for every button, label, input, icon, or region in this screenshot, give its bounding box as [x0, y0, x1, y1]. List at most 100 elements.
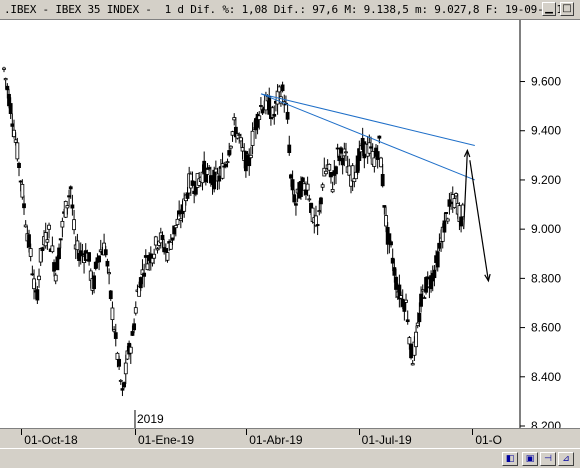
candle-body	[97, 255, 101, 263]
resize-button[interactable]: ⊿	[558, 452, 574, 466]
candle-body	[217, 175, 222, 182]
candle-body	[277, 86, 282, 93]
candle-body	[8, 103, 13, 115]
candle-body	[237, 134, 242, 136]
candle-body	[155, 248, 160, 251]
x-tick	[246, 429, 248, 435]
candle-body	[28, 248, 33, 257]
window-title: .IBEX - IBEX 35 INDEX - 1 d Dif. %: 1,08…	[4, 3, 570, 16]
candle-body	[23, 224, 28, 228]
candle-body	[315, 224, 320, 226]
candle-body	[287, 144, 292, 153]
candle-body	[257, 115, 262, 120]
x-tick-label: 01-Oct-18	[24, 433, 78, 447]
year-marker-label: 2019	[136, 412, 164, 426]
x-tick	[358, 429, 360, 435]
candle-body	[163, 248, 168, 253]
candle-body	[70, 204, 75, 209]
candle-body	[27, 234, 31, 248]
candle-body	[307, 198, 312, 201]
candle-body	[384, 215, 388, 227]
candle-body	[57, 247, 61, 259]
candle-body	[190, 180, 195, 186]
candle-body	[444, 212, 448, 215]
candle-body	[459, 216, 463, 227]
minimize-button[interactable]: ▁	[542, 2, 556, 16]
candle-body	[152, 253, 157, 259]
candle-body	[399, 295, 403, 299]
candle-body	[250, 130, 255, 146]
candle-body	[330, 189, 335, 193]
candle-body	[173, 225, 178, 229]
minimize-icon: ▁	[545, 3, 553, 14]
save-button[interactable]: ▣	[522, 452, 538, 466]
candle-body	[120, 388, 125, 391]
candle-body	[58, 238, 63, 241]
candle-body	[132, 323, 137, 331]
candle-body	[245, 153, 250, 156]
y-tick-label: 9.400	[531, 124, 561, 138]
x-tick-label: 01-Jul-19	[361, 433, 412, 447]
candle-body	[230, 131, 235, 136]
candle-body	[285, 111, 290, 120]
candle-body	[369, 146, 373, 149]
candle-body	[165, 252, 170, 261]
candle-body	[259, 105, 263, 107]
candle-body	[405, 319, 410, 323]
trendline	[260, 93, 475, 181]
candle-body	[137, 286, 142, 297]
pin-button[interactable]: ⊣	[540, 452, 556, 466]
candle-body	[107, 272, 111, 275]
candle-body	[37, 275, 41, 281]
candle-body	[160, 234, 165, 241]
candle-body	[175, 218, 180, 226]
candle-body	[317, 210, 322, 213]
candle-body	[392, 267, 397, 276]
candle-body	[170, 237, 175, 241]
candle-body	[108, 290, 113, 300]
candle-body	[380, 174, 385, 187]
candle-body	[280, 84, 285, 92]
candle-body	[50, 245, 55, 253]
candle-body	[334, 166, 338, 175]
candle-body	[329, 171, 333, 178]
x-tick-label: 01-Ene-19	[137, 433, 195, 447]
floppy-icon: ▣	[525, 454, 535, 464]
candle-body	[177, 210, 182, 215]
candle-body	[3, 78, 8, 81]
x-tick	[134, 429, 136, 435]
candle-body	[153, 236, 158, 246]
collapse-button[interactable]: ◧	[502, 452, 518, 466]
candle-body	[138, 277, 143, 289]
candle-body	[185, 192, 190, 199]
candle-body	[22, 203, 26, 209]
candle-body	[80, 253, 85, 256]
candle-body	[220, 163, 225, 179]
candle-body	[432, 269, 437, 279]
candle-body	[375, 151, 380, 160]
candle-body	[205, 169, 210, 175]
y-tick-label: 9.200	[531, 173, 561, 187]
y-tick-label: 8.600	[531, 321, 561, 335]
candle-body	[402, 301, 407, 312]
candle-body	[415, 322, 420, 326]
candle-body	[75, 240, 80, 251]
candle-body	[344, 151, 348, 154]
candle-body	[354, 171, 358, 180]
projection-arrow	[463, 150, 468, 230]
candle-body	[17, 162, 21, 169]
maximize-icon: □	[562, 3, 572, 14]
candle-body	[227, 150, 232, 156]
candle-body	[68, 186, 73, 190]
candle-body	[178, 218, 183, 221]
maximize-button[interactable]: □	[560, 2, 574, 16]
candle-body	[223, 163, 228, 167]
chart-area[interactable]: 9.600 9.400 9.200 9.000 8.800 8.600 8.400 8.200…	[0, 20, 580, 448]
candle-body	[267, 96, 272, 115]
candle-body	[67, 195, 71, 198]
candle-body	[327, 163, 332, 171]
candle-body	[289, 174, 293, 179]
candle-body	[290, 179, 295, 191]
candle-body	[72, 219, 76, 231]
